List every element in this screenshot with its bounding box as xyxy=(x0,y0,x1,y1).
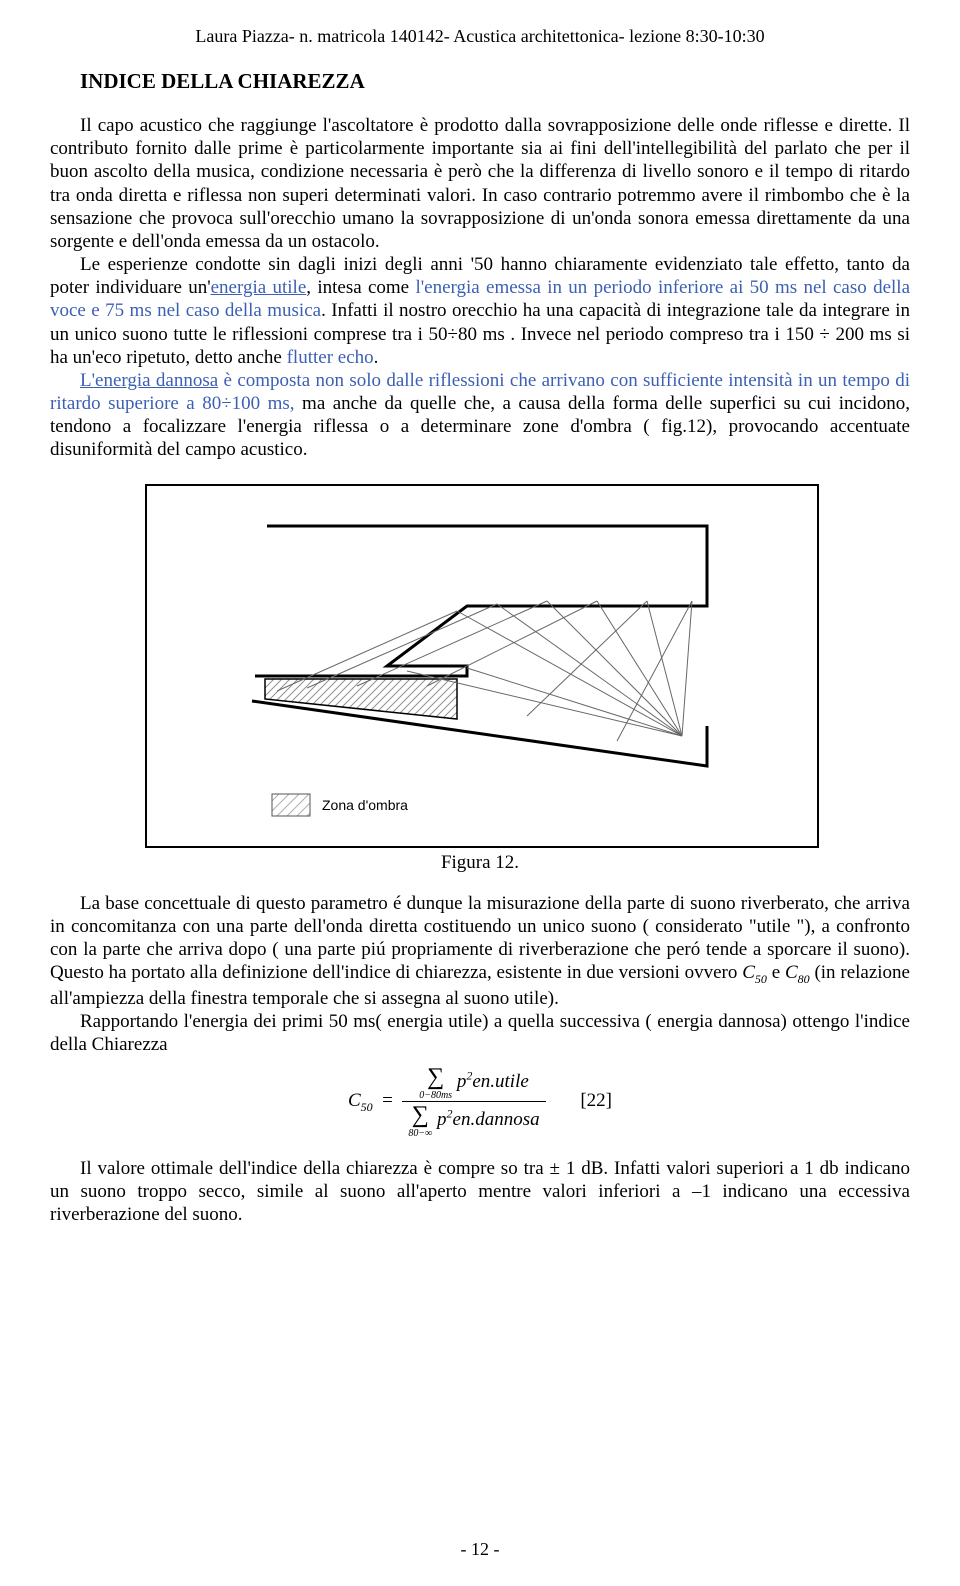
p3-hl-energia-dannosa: L'energia dannosa xyxy=(80,370,218,391)
c80-symbol: C80 xyxy=(785,962,810,983)
page: Laura Piazza- n. matricola 140142- Acust… xyxy=(0,0,960,1586)
p5: Rapportando l'energia dei primi 50 ms( e… xyxy=(50,1011,910,1055)
page-number: - 12 - xyxy=(0,1539,960,1560)
c50-symbol: C50 xyxy=(742,962,767,983)
p2-hl-flutter: flutter echo xyxy=(287,347,374,368)
paragraph-4: La base concettuale di questo parametro … xyxy=(50,892,910,1010)
p2-end: . xyxy=(374,347,379,368)
p6: Il valore ottimale dell'indice della chi… xyxy=(50,1158,910,1225)
paragraph-3: L'energia dannosa è composta non solo da… xyxy=(50,369,910,462)
equation-number: [22] xyxy=(580,1090,612,1112)
page-header: Laura Piazza- n. matricola 140142- Acust… xyxy=(50,26,910,47)
figure-12: Zona d'ombra Figura 12. xyxy=(145,484,815,874)
paragraph-6: Il valore ottimale dell'indice della chi… xyxy=(50,1157,910,1227)
paragraph-2: Le esperienze condotte sin dagli inizi d… xyxy=(50,253,910,369)
figure-caption: Figura 12. xyxy=(145,852,815,874)
paragraph-1: Il capo acustico che raggiunge l'ascolta… xyxy=(50,114,910,253)
p1a: Il capo acustico che raggiunge l'ascolta… xyxy=(80,115,892,136)
p2-mid1: , intesa come xyxy=(306,277,415,298)
legend-label: Zona d'ombra xyxy=(322,797,408,813)
p4-mid: e xyxy=(767,962,785,983)
paragraph-5: Rapportando l'energia dei primi 50 ms( e… xyxy=(50,1010,910,1056)
section-title: INDICE DELLA CHIAREZZA xyxy=(80,69,910,94)
figure-svg: Zona d'ombra xyxy=(145,484,819,848)
p2-hl-energia-utile: energia utile xyxy=(211,277,307,298)
formula-c50: C50 = ∑ 0−80ms p2en.utile ∑ 80−∞ p2en.da… xyxy=(50,1064,910,1139)
